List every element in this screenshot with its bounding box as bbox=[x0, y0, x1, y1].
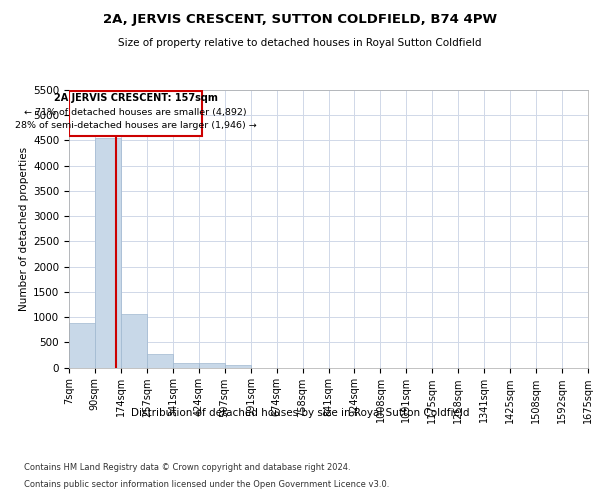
Bar bbox=[173, 362, 199, 368]
Bar bbox=[69, 323, 95, 368]
Bar bbox=[121, 314, 147, 368]
Text: Size of property relative to detached houses in Royal Sutton Coldfield: Size of property relative to detached ho… bbox=[118, 38, 482, 48]
Text: Contains HM Land Registry data © Crown copyright and database right 2024.: Contains HM Land Registry data © Crown c… bbox=[24, 462, 350, 471]
Text: 2A JERVIS CRESCENT: 157sqm: 2A JERVIS CRESCENT: 157sqm bbox=[53, 94, 218, 104]
Bar bbox=[69, 90, 202, 136]
Bar bbox=[147, 354, 173, 368]
Text: Contains public sector information licensed under the Open Government Licence v3: Contains public sector information licen… bbox=[24, 480, 389, 489]
Bar bbox=[224, 365, 251, 368]
Text: ← 71% of detached houses are smaller (4,892): ← 71% of detached houses are smaller (4,… bbox=[24, 108, 247, 116]
Bar bbox=[95, 138, 121, 368]
Text: 2A, JERVIS CRESCENT, SUTTON COLDFIELD, B74 4PW: 2A, JERVIS CRESCENT, SUTTON COLDFIELD, B… bbox=[103, 12, 497, 26]
Bar bbox=[199, 364, 224, 368]
Text: Distribution of detached houses by size in Royal Sutton Coldfield: Distribution of detached houses by size … bbox=[131, 408, 469, 418]
Y-axis label: Number of detached properties: Number of detached properties bbox=[19, 146, 29, 311]
Text: 28% of semi-detached houses are larger (1,946) →: 28% of semi-detached houses are larger (… bbox=[15, 121, 256, 130]
